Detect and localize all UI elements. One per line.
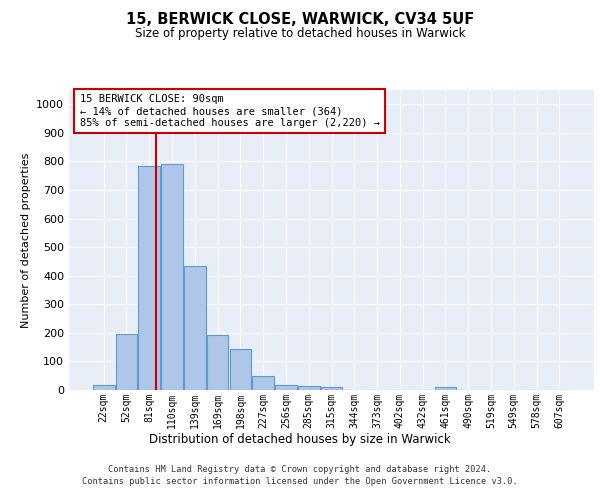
Text: Contains HM Land Registry data © Crown copyright and database right 2024.: Contains HM Land Registry data © Crown c… xyxy=(109,465,491,474)
Bar xyxy=(161,164,183,390)
Y-axis label: Number of detached properties: Number of detached properties xyxy=(20,152,31,328)
Bar xyxy=(275,385,297,390)
Bar xyxy=(116,334,137,390)
Bar xyxy=(320,386,343,390)
Text: Size of property relative to detached houses in Warwick: Size of property relative to detached ho… xyxy=(135,28,465,40)
Bar xyxy=(184,266,206,390)
Bar xyxy=(230,350,251,390)
Text: Contains public sector information licensed under the Open Government Licence v3: Contains public sector information licen… xyxy=(82,478,518,486)
Bar xyxy=(139,166,160,390)
Bar xyxy=(298,386,320,390)
Bar xyxy=(434,386,456,390)
Bar xyxy=(93,385,115,390)
Text: Distribution of detached houses by size in Warwick: Distribution of detached houses by size … xyxy=(149,432,451,446)
Bar xyxy=(207,335,229,390)
Bar xyxy=(253,376,274,390)
Text: 15 BERWICK CLOSE: 90sqm
← 14% of detached houses are smaller (364)
85% of semi-d: 15 BERWICK CLOSE: 90sqm ← 14% of detache… xyxy=(79,94,380,128)
Text: 15, BERWICK CLOSE, WARWICK, CV34 5UF: 15, BERWICK CLOSE, WARWICK, CV34 5UF xyxy=(126,12,474,28)
